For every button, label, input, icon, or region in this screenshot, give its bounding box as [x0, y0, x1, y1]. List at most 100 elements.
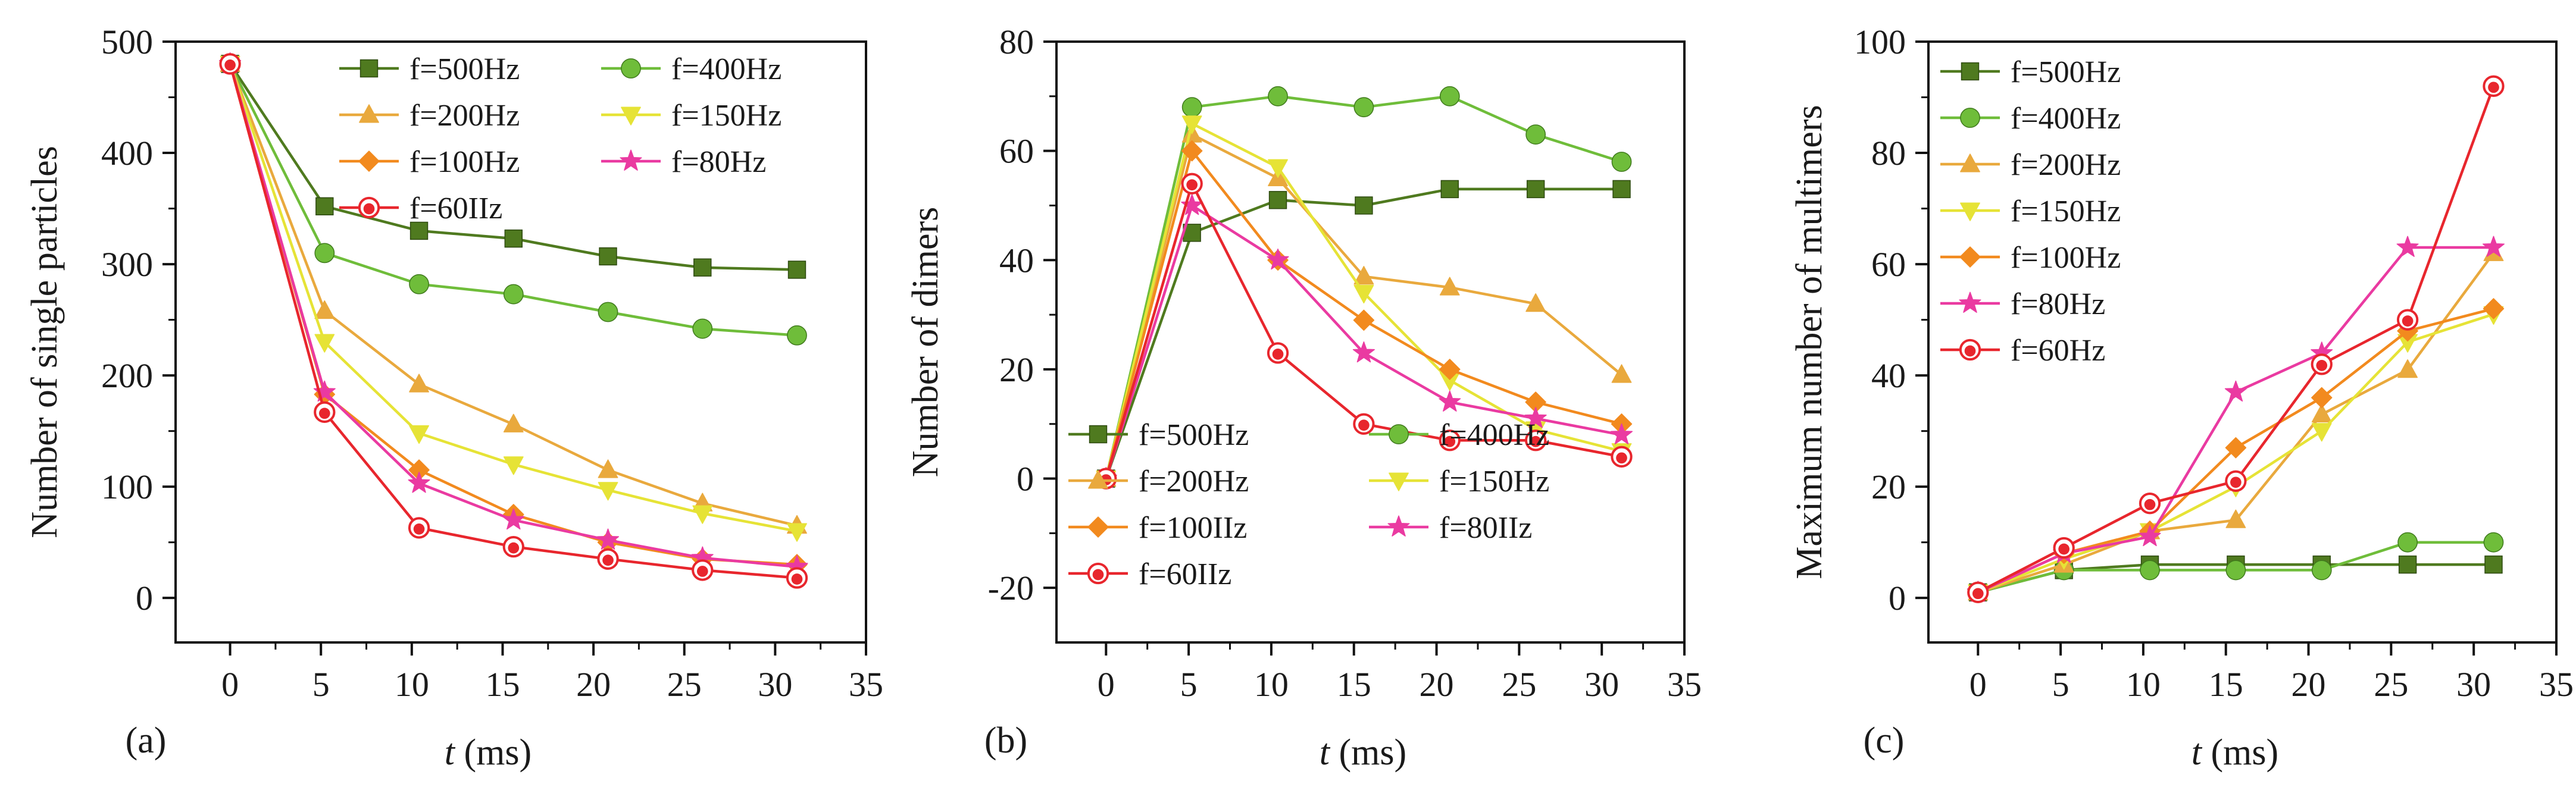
legend-entry: f=150Hz: [601, 99, 781, 133]
data-point: [598, 482, 618, 501]
x-tick-label: 5: [1180, 665, 1198, 704]
data-point: [1611, 446, 1633, 468]
legend-marker: [1089, 425, 1108, 444]
plot-frame: [1055, 40, 1686, 644]
y-tick-label: 300: [101, 245, 153, 284]
y-axis-label: Number of single particles: [24, 146, 65, 538]
y-tick-label: 0: [136, 579, 153, 617]
data-point: [692, 505, 713, 524]
data-point: [599, 247, 617, 266]
data-point: [692, 318, 713, 339]
data-point: [409, 425, 429, 444]
legend-marker: [621, 58, 641, 79]
legend-entry: f=500Hz: [339, 52, 520, 86]
legend-label: f=500Hz: [2011, 55, 2121, 89]
legend-marker: [620, 149, 642, 171]
data-point: [2224, 380, 2247, 402]
data-point: [1967, 581, 1989, 603]
data-point: [1525, 293, 1546, 312]
y-tick-label: 500: [101, 23, 153, 61]
data-point: [503, 456, 524, 475]
data-point: [693, 258, 712, 277]
data-point: [787, 523, 807, 542]
legend-marker: [359, 59, 379, 78]
x-tick-label: 15: [485, 665, 520, 704]
data-point: [1353, 413, 1375, 435]
legend-label: f=150Hz: [1439, 465, 1549, 498]
legend-label: f=100Hz: [409, 145, 520, 179]
data-point: [502, 508, 525, 530]
data-point: [409, 221, 429, 240]
data-point: [598, 302, 618, 322]
x-tick-label: 35: [849, 665, 883, 704]
data-point: [596, 528, 620, 550]
data-point: [1181, 97, 1202, 118]
data-point: [409, 374, 429, 393]
data-point: [2397, 532, 2418, 553]
x-tick-label: 25: [2374, 665, 2408, 704]
panel-a: 0 5 10 15 20 25 30 35 0 100 200 300 400 500 f=500Hz f=4…: [24, 23, 883, 773]
data-point: [2311, 387, 2333, 409]
data-point: [1268, 86, 1288, 106]
data-point: [219, 53, 241, 75]
data-point: [786, 567, 808, 589]
legend-entry: f=80Hz: [601, 145, 766, 179]
x-tick-label: 10: [2126, 665, 2161, 704]
legend-label: f=500Hz: [409, 52, 520, 86]
legend-label: f=200Hz: [2011, 148, 2121, 182]
x-tick-label: 20: [576, 665, 611, 704]
x-tick-label: 5: [312, 665, 330, 704]
x-tick-label: 10: [1254, 665, 1289, 704]
data-point: [503, 284, 524, 305]
legend-label: f=500Hz: [1139, 418, 1249, 452]
data-point: [1267, 248, 1289, 270]
legend-marker: [1387, 515, 1410, 537]
data-point: [314, 300, 335, 319]
data-point: [408, 517, 430, 539]
y-tick-label: 100: [101, 468, 153, 506]
legend-entry: f=60IIz: [339, 192, 502, 225]
x-axis-label: t (ms): [445, 732, 532, 773]
legend-entry: f=200Hz: [1940, 148, 2121, 182]
legend-label: f=80IIz: [1439, 511, 1532, 545]
data-point: [1181, 173, 1203, 195]
data-point: [2396, 309, 2419, 331]
data-point: [314, 334, 335, 353]
data-point: [1610, 423, 1633, 444]
legend-label: f=200Hz: [1139, 465, 1249, 498]
legend-label: f=100IIz: [1139, 511, 1247, 545]
legend-entry: f=100Hz: [339, 145, 520, 179]
data-point: [1526, 180, 1545, 199]
y-tick-label: 20: [1871, 468, 1906, 506]
legend-entry: f=500Hz: [1940, 55, 2121, 89]
data-point: [1439, 390, 1461, 412]
legend-marker: [1959, 291, 1981, 313]
y-axis-label: Number of dimers: [905, 207, 946, 478]
legend-entry: f=60IIz: [1068, 557, 1231, 591]
x-tick-label: 15: [1337, 665, 1371, 704]
legend-label: f=60Hz: [2011, 334, 2105, 368]
legend-label: f=80Hz: [2011, 287, 2105, 321]
legend-marker: [1960, 153, 1980, 173]
y-tick-label: 60: [1871, 245, 1906, 284]
plot-frame: [174, 40, 867, 644]
y-tick-label: 200: [101, 356, 153, 395]
data-point: [1355, 196, 1373, 215]
y-tick-label: 40: [999, 241, 1034, 280]
x-tick-label: 0: [221, 665, 239, 704]
data-point: [2483, 532, 2504, 553]
legend-marker: [1961, 62, 1980, 81]
x-axis-label-var: t: [1320, 732, 1331, 773]
legend-marker: [358, 196, 380, 219]
data-point: [2225, 560, 2246, 581]
data-point: [2225, 437, 2247, 459]
data-point: [503, 413, 524, 432]
legend-marker: [1960, 108, 1980, 128]
y-tick-label: 20: [999, 350, 1034, 389]
data-point: [598, 459, 618, 478]
legend-entry: f=60Hz: [1940, 334, 2105, 368]
legend-entry: f=100Hz: [1940, 241, 2121, 275]
legend-label: f=150Hz: [2011, 195, 2121, 228]
x-tick-label: 15: [2209, 665, 2243, 704]
y-tick-label: 400: [101, 134, 153, 173]
